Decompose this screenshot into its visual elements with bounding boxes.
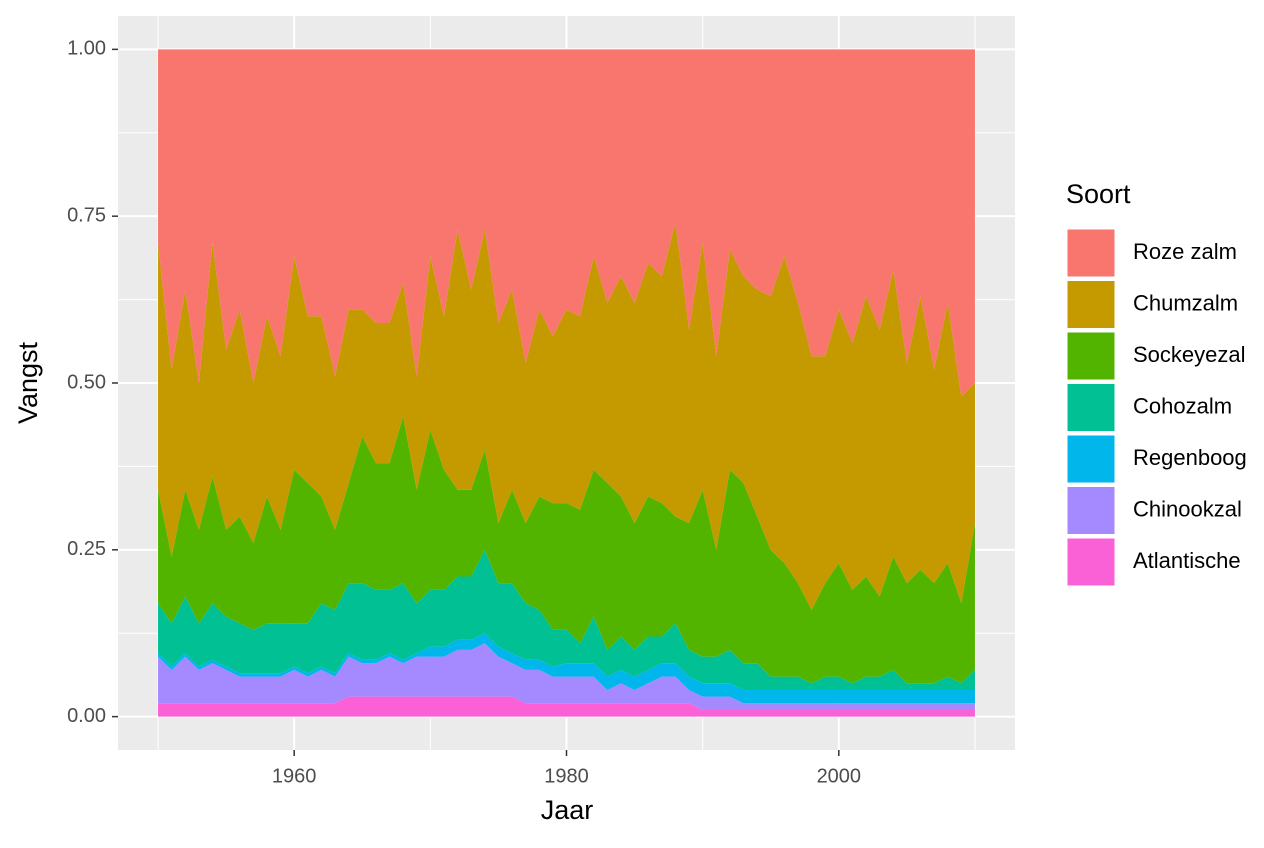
- x-axis-title: Jaar: [541, 795, 594, 825]
- legend-label: Atlantische: [1133, 548, 1241, 573]
- legend-label: Sockeyezal: [1133, 342, 1246, 367]
- area: [158, 416, 975, 684]
- y-tick-label: 0.25: [67, 538, 106, 560]
- legend-key: [1066, 383, 1116, 432]
- legend-key: [1066, 331, 1116, 381]
- y-tick-label: 0.00: [67, 705, 106, 727]
- legend-label: Regenboog: [1133, 445, 1247, 470]
- legend-key: [1066, 537, 1116, 587]
- x-tick-label: 1980: [544, 765, 589, 787]
- area: [158, 222, 975, 610]
- legend-title: Soort: [1066, 179, 1131, 209]
- y-tick-label: 0.75: [67, 204, 106, 226]
- area: [158, 696, 975, 717]
- x-tick-label: 2000: [817, 765, 862, 787]
- y-tick-label: 0.50: [67, 371, 106, 393]
- y-axis-title: Vangst: [13, 341, 43, 424]
- legend-key: [1066, 228, 1116, 278]
- legend-label: Roze zalm: [1133, 239, 1237, 264]
- y-tick-label: 1.00: [67, 38, 106, 60]
- legend-key: [1066, 486, 1116, 535]
- legend-label: Cohozalm: [1133, 393, 1232, 418]
- legend-key: [1066, 280, 1116, 329]
- area: [158, 49, 975, 397]
- legend-key: [1066, 434, 1116, 484]
- area: [158, 633, 975, 704]
- x-tick-label: 1960: [272, 765, 317, 787]
- legend-label: Chinookzal: [1133, 496, 1242, 521]
- legend-label: Chumzalm: [1133, 290, 1238, 315]
- area: [158, 549, 975, 690]
